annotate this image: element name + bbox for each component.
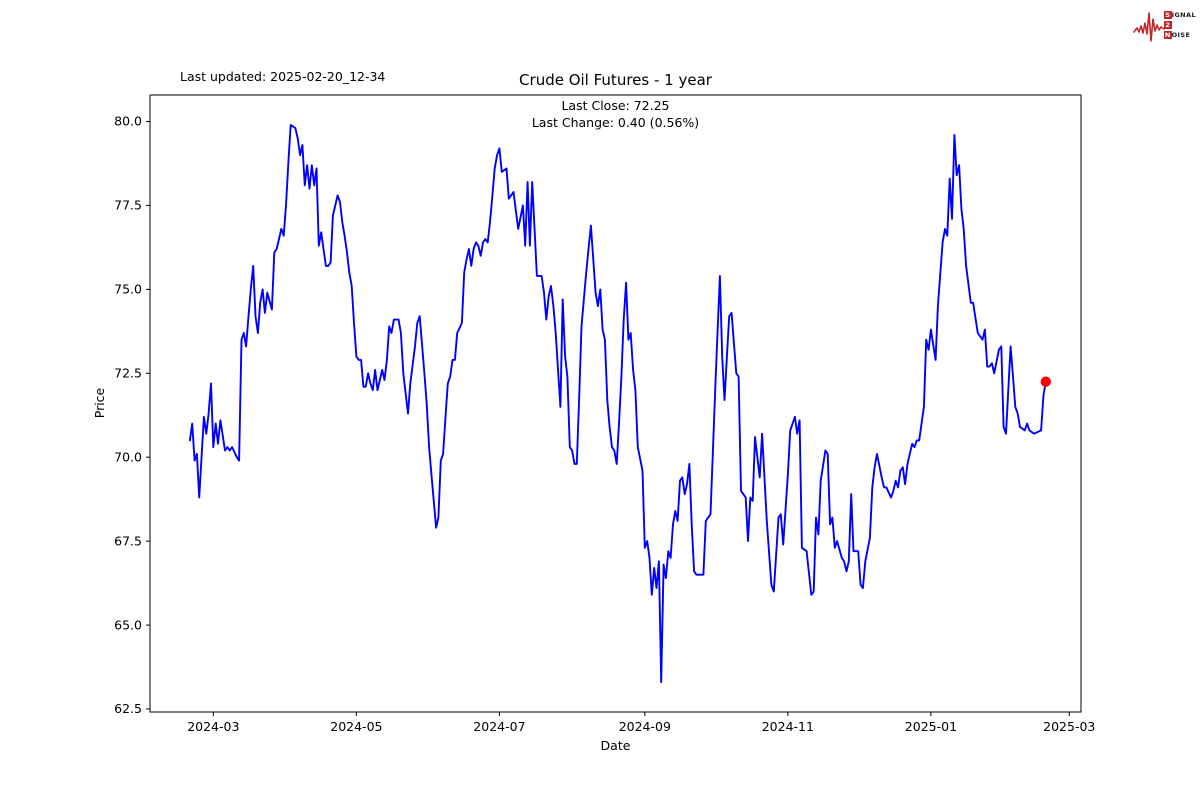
- logo-square-2: 2: [1163, 21, 1172, 29]
- x-tick-label: 2025-01: [905, 719, 957, 734]
- logo-square-s: S: [1163, 11, 1172, 19]
- y-tick-label: 75.0: [114, 282, 142, 297]
- logo-row-signal: S IGNAL: [1163, 11, 1196, 19]
- signal2noise-logo: S IGNAL 2 N OISE: [1132, 5, 1196, 45]
- last-close-marker: [1040, 376, 1052, 387]
- x-tick-label: 2024-03: [187, 719, 239, 734]
- x-tick-label: 2024-05: [330, 719, 382, 734]
- x-tick-label: 2024-11: [762, 719, 814, 734]
- x-tick-label: 2024-07: [473, 719, 525, 734]
- y-tick-label: 62.5: [114, 701, 142, 716]
- y-tick-label: 70.0: [114, 449, 142, 464]
- axes-frame: [149, 94, 1082, 713]
- y-axis-label: Price: [92, 387, 107, 419]
- logo-row-noise: N OISE: [1163, 31, 1191, 39]
- x-axis-label: Date: [600, 738, 631, 753]
- y-tick-label: 65.0: [114, 617, 142, 632]
- y-tick-label: 72.5: [114, 365, 142, 380]
- x-tick-label: 2024-09: [619, 719, 671, 734]
- x-tick-label: 2025-03: [1043, 719, 1095, 734]
- y-tick-label: 67.5: [114, 533, 142, 548]
- y-tick-label: 77.5: [114, 198, 142, 213]
- y-tick-label: 80.0: [114, 114, 142, 129]
- last-updated-text: Last updated: 2025-02-20_12-34: [180, 69, 386, 84]
- logo-row-2: 2: [1163, 21, 1196, 30]
- logo-square-n: N: [1163, 31, 1172, 39]
- last-change-text: Last Change: 0.40 (0.56%): [531, 115, 700, 130]
- chart-title: Crude Oil Futures - 1 year: [519, 71, 712, 89]
- last-close-text: Last Close: 72.25: [561, 98, 670, 113]
- logo-text: S IGNAL 2 N OISE: [1163, 11, 1196, 40]
- price-line: [188, 123, 1047, 684]
- chart-subtitle: Last Close: 72.25 Last Change: 0.40 (0.5…: [150, 97, 1081, 131]
- waveform-icon: [1132, 12, 1165, 42]
